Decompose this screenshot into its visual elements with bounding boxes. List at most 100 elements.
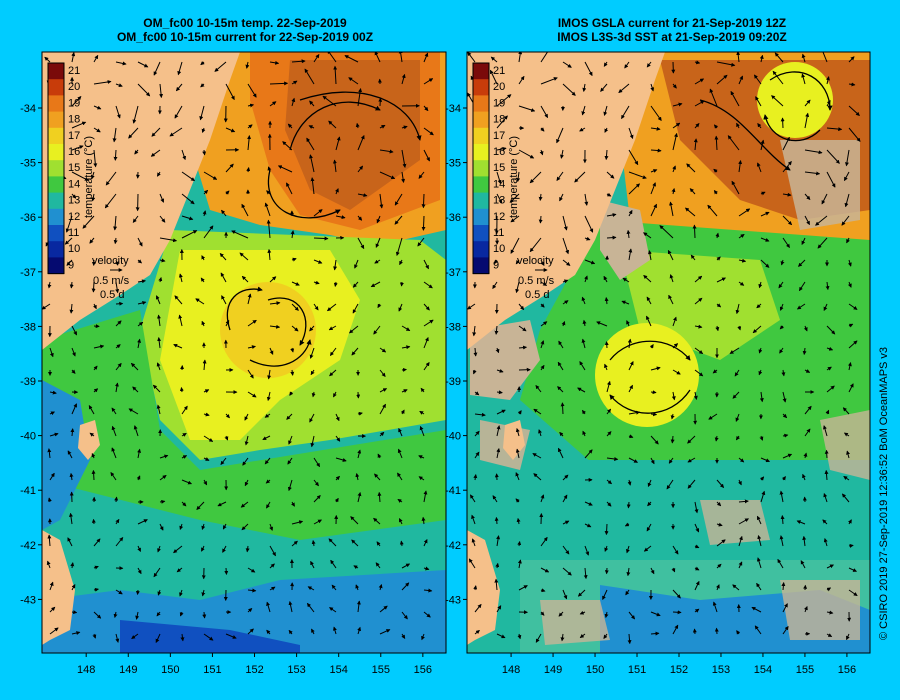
velocity-arrow: [666, 479, 674, 490]
colorbar-tick-label: 20: [493, 81, 505, 93]
velocity-arrow: [803, 452, 808, 459]
velocity-arrow: [650, 412, 658, 417]
left-title-line1: OM_fc00 10-15m temp. 22-Sep-2019: [143, 16, 347, 30]
velocity-arrow: [335, 475, 340, 481]
velocity-arrow: [709, 88, 718, 107]
velocity-arrow: [603, 633, 608, 639]
velocity-arrow: [181, 432, 187, 437]
velocity-arrow: [47, 534, 52, 547]
velocity-arrow: [562, 494, 568, 503]
velocity-arrow: [397, 498, 403, 503]
velocity-arrow: [71, 121, 87, 129]
velocity-arrow: [577, 589, 586, 597]
velocity-arrow: [495, 347, 500, 354]
velocity-arrow: [313, 495, 321, 503]
velocity-arrow: [518, 303, 525, 311]
velocity-arrow: [621, 105, 630, 120]
velocity-arrow: [111, 447, 117, 459]
velocity-arrow: [715, 584, 720, 591]
velocity-arrow: [535, 384, 542, 393]
lat-tick-label: -40: [20, 431, 36, 443]
velocity-arrow: [401, 389, 408, 393]
velocity-arrow: [202, 611, 207, 619]
velocity-arrow: [115, 344, 121, 349]
velocity-arrow: [760, 490, 766, 503]
velocity-arrow: [423, 361, 430, 371]
velocity-arrow: [495, 562, 500, 569]
velocity-arrow: [800, 560, 806, 569]
velocity-arrow: [266, 501, 271, 509]
velocity-arrow: [71, 52, 76, 63]
velocity-arrow: [313, 519, 322, 525]
velocity-arrow: [603, 61, 608, 67]
velocity-arrow: [496, 605, 502, 613]
colorbar-swatch: [48, 95, 64, 113]
velocity-arrow: [779, 303, 784, 311]
velocity-arrow: [538, 193, 543, 201]
velocity-arrow: [181, 215, 194, 221]
velocity-arrow: [306, 602, 315, 613]
lon-tick-label: 154: [754, 664, 772, 676]
velocity-arrow: [671, 391, 676, 401]
velocity-arrow: [313, 479, 319, 487]
velocity-arrow: [802, 535, 807, 547]
velocity-arrow: [313, 457, 321, 468]
velocity-arrow: [735, 413, 740, 422]
velocity-arrow: [174, 295, 183, 305]
velocity-arrow: [289, 391, 294, 396]
velocity-arrow: [423, 105, 429, 112]
colorbar-swatch: [48, 144, 64, 161]
velocity-arrow: [112, 127, 117, 143]
velocity-arrow: [627, 338, 632, 349]
velocity-arrow: [847, 281, 852, 288]
velocity-arrow: [694, 608, 700, 613]
velocity-arrow: [225, 163, 234, 173]
velocity-arrow: [423, 538, 428, 547]
velocity-arrow: [496, 94, 512, 107]
lat-tick-label: -34: [445, 103, 461, 115]
colorbar-swatch: [473, 79, 489, 96]
velocity-arrow: [379, 403, 386, 415]
velocity-arrow: [496, 146, 507, 151]
velocity-arrow: [201, 127, 206, 134]
velocity-arrow: [694, 369, 704, 377]
velocity-arrow: [574, 171, 586, 183]
velocity-arrow: [69, 472, 74, 481]
velocity-arrow: [91, 469, 96, 481]
velocity-arrow: [93, 565, 99, 570]
velocity-arrow: [716, 479, 725, 489]
velocity-arrow: [269, 324, 281, 329]
velocity-arrow: [262, 435, 271, 441]
velocity-arrow: [823, 425, 828, 437]
velocity-arrow: [606, 479, 613, 485]
velocity-arrow: [782, 192, 792, 197]
velocity-arrow: [173, 545, 183, 554]
velocity-arrow: [379, 149, 394, 154]
velocity-arrow: [822, 52, 828, 63]
velocity-arrow: [826, 385, 835, 393]
velocity-arrow: [376, 541, 381, 547]
velocity-arrow: [738, 233, 745, 239]
lat-tick-label: -36: [20, 212, 36, 224]
velocity-arrow: [473, 347, 478, 357]
velocity-arrow: [562, 474, 569, 481]
velocity-arrow: [782, 237, 790, 249]
right-title-line2: IMOS L3S-3d SST at 21-Sep-2019 09:20Z: [557, 30, 787, 44]
velocity-arrow: [159, 474, 167, 481]
velocity-arrow: [240, 501, 249, 508]
velocity-arrow: [93, 54, 99, 63]
velocity-arrow: [202, 210, 207, 217]
velocity-arrow: [689, 188, 696, 195]
velocity-arrow: [473, 474, 478, 481]
velocity-arrow: [474, 412, 486, 417]
velocity-arrow: [606, 380, 611, 393]
velocity-arrow: [492, 281, 498, 290]
velocity-arrow: [626, 320, 630, 327]
velocity-arrow: [647, 501, 652, 507]
velocity-arrow: [782, 215, 793, 226]
velocity-arrow: [159, 523, 164, 531]
velocity-arrow: [804, 369, 811, 373]
velocity-arrow: [379, 629, 391, 635]
velocity-arrow: [738, 561, 743, 569]
